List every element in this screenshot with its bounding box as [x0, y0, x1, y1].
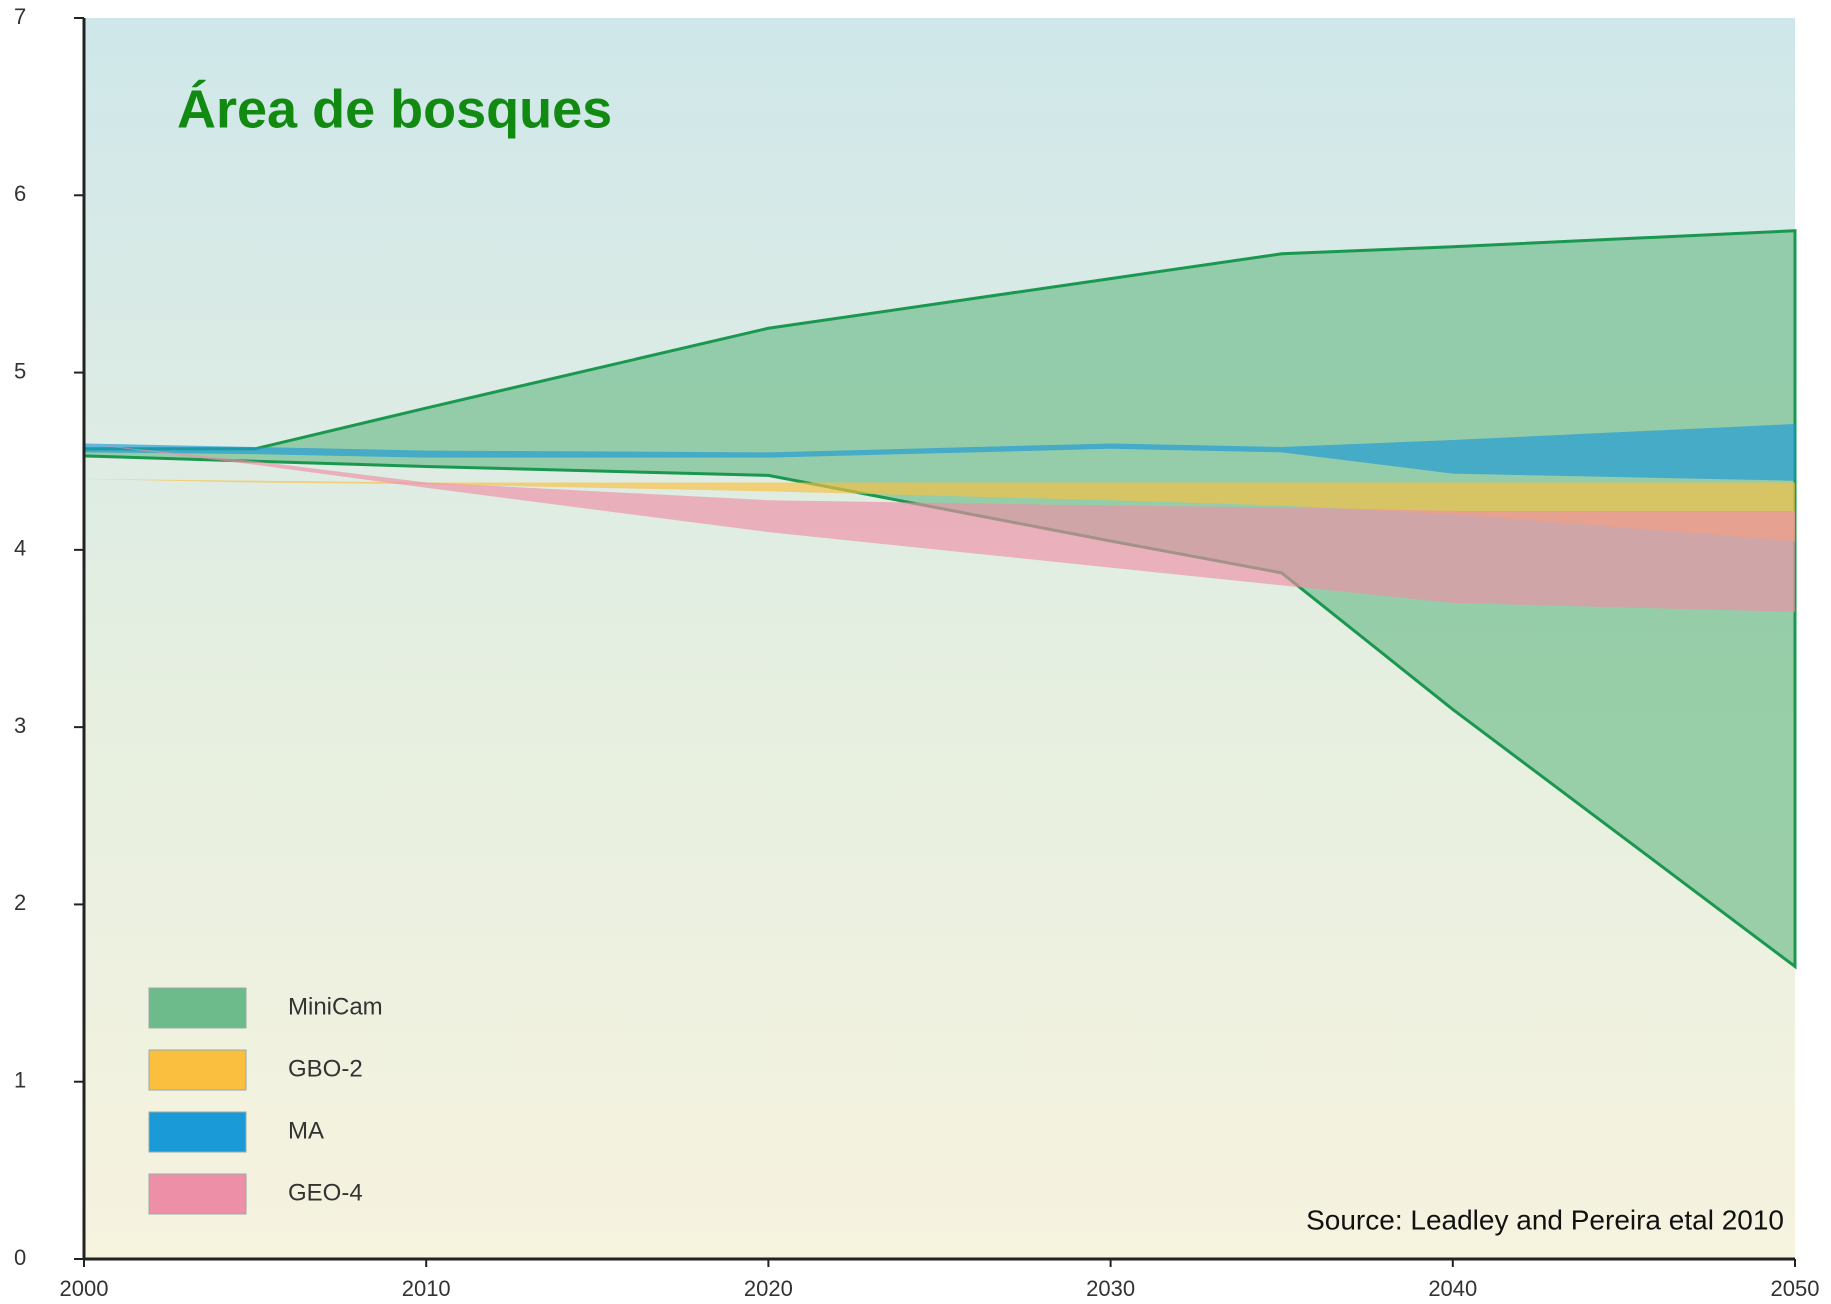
x-tick-label: 2020: [744, 1276, 793, 1301]
legend-swatch: [149, 1174, 246, 1214]
y-tick-label: 1: [14, 1068, 26, 1093]
chart: 0 1 2 3 4 5 6 7 2000 2010 2020 2030 2040 2050 Área de…: [0, 0, 1831, 1304]
legend-label: GBO-2: [288, 1055, 363, 1082]
x-tick-label: 2050: [1771, 1276, 1820, 1301]
y-tick-label: 2: [14, 890, 26, 915]
legend-swatch: [149, 1112, 246, 1152]
y-tick-label: 4: [14, 536, 26, 561]
y-tick-label: 6: [14, 181, 26, 206]
legend-label: MiniCam: [288, 993, 383, 1020]
legend-swatch: [149, 1050, 246, 1090]
legend-swatch: [149, 988, 246, 1028]
chart-title: Área de bosques: [177, 79, 612, 139]
y-tick-label: 3: [14, 713, 26, 738]
x-tick-label: 2000: [60, 1276, 109, 1301]
y-tick-label: 0: [14, 1245, 26, 1270]
y-tick-label: 7: [14, 4, 26, 29]
x-tick-label: 2040: [1428, 1276, 1477, 1301]
x-tick-label: 2010: [402, 1276, 451, 1301]
source-note: Source: Leadley and Pereira etal 2010: [1306, 1204, 1784, 1235]
y-tick-label: 5: [14, 358, 26, 383]
x-tick-label: 2030: [1086, 1276, 1135, 1301]
legend-label: GEO-4: [288, 1179, 363, 1206]
legend-label: MA: [288, 1117, 324, 1144]
